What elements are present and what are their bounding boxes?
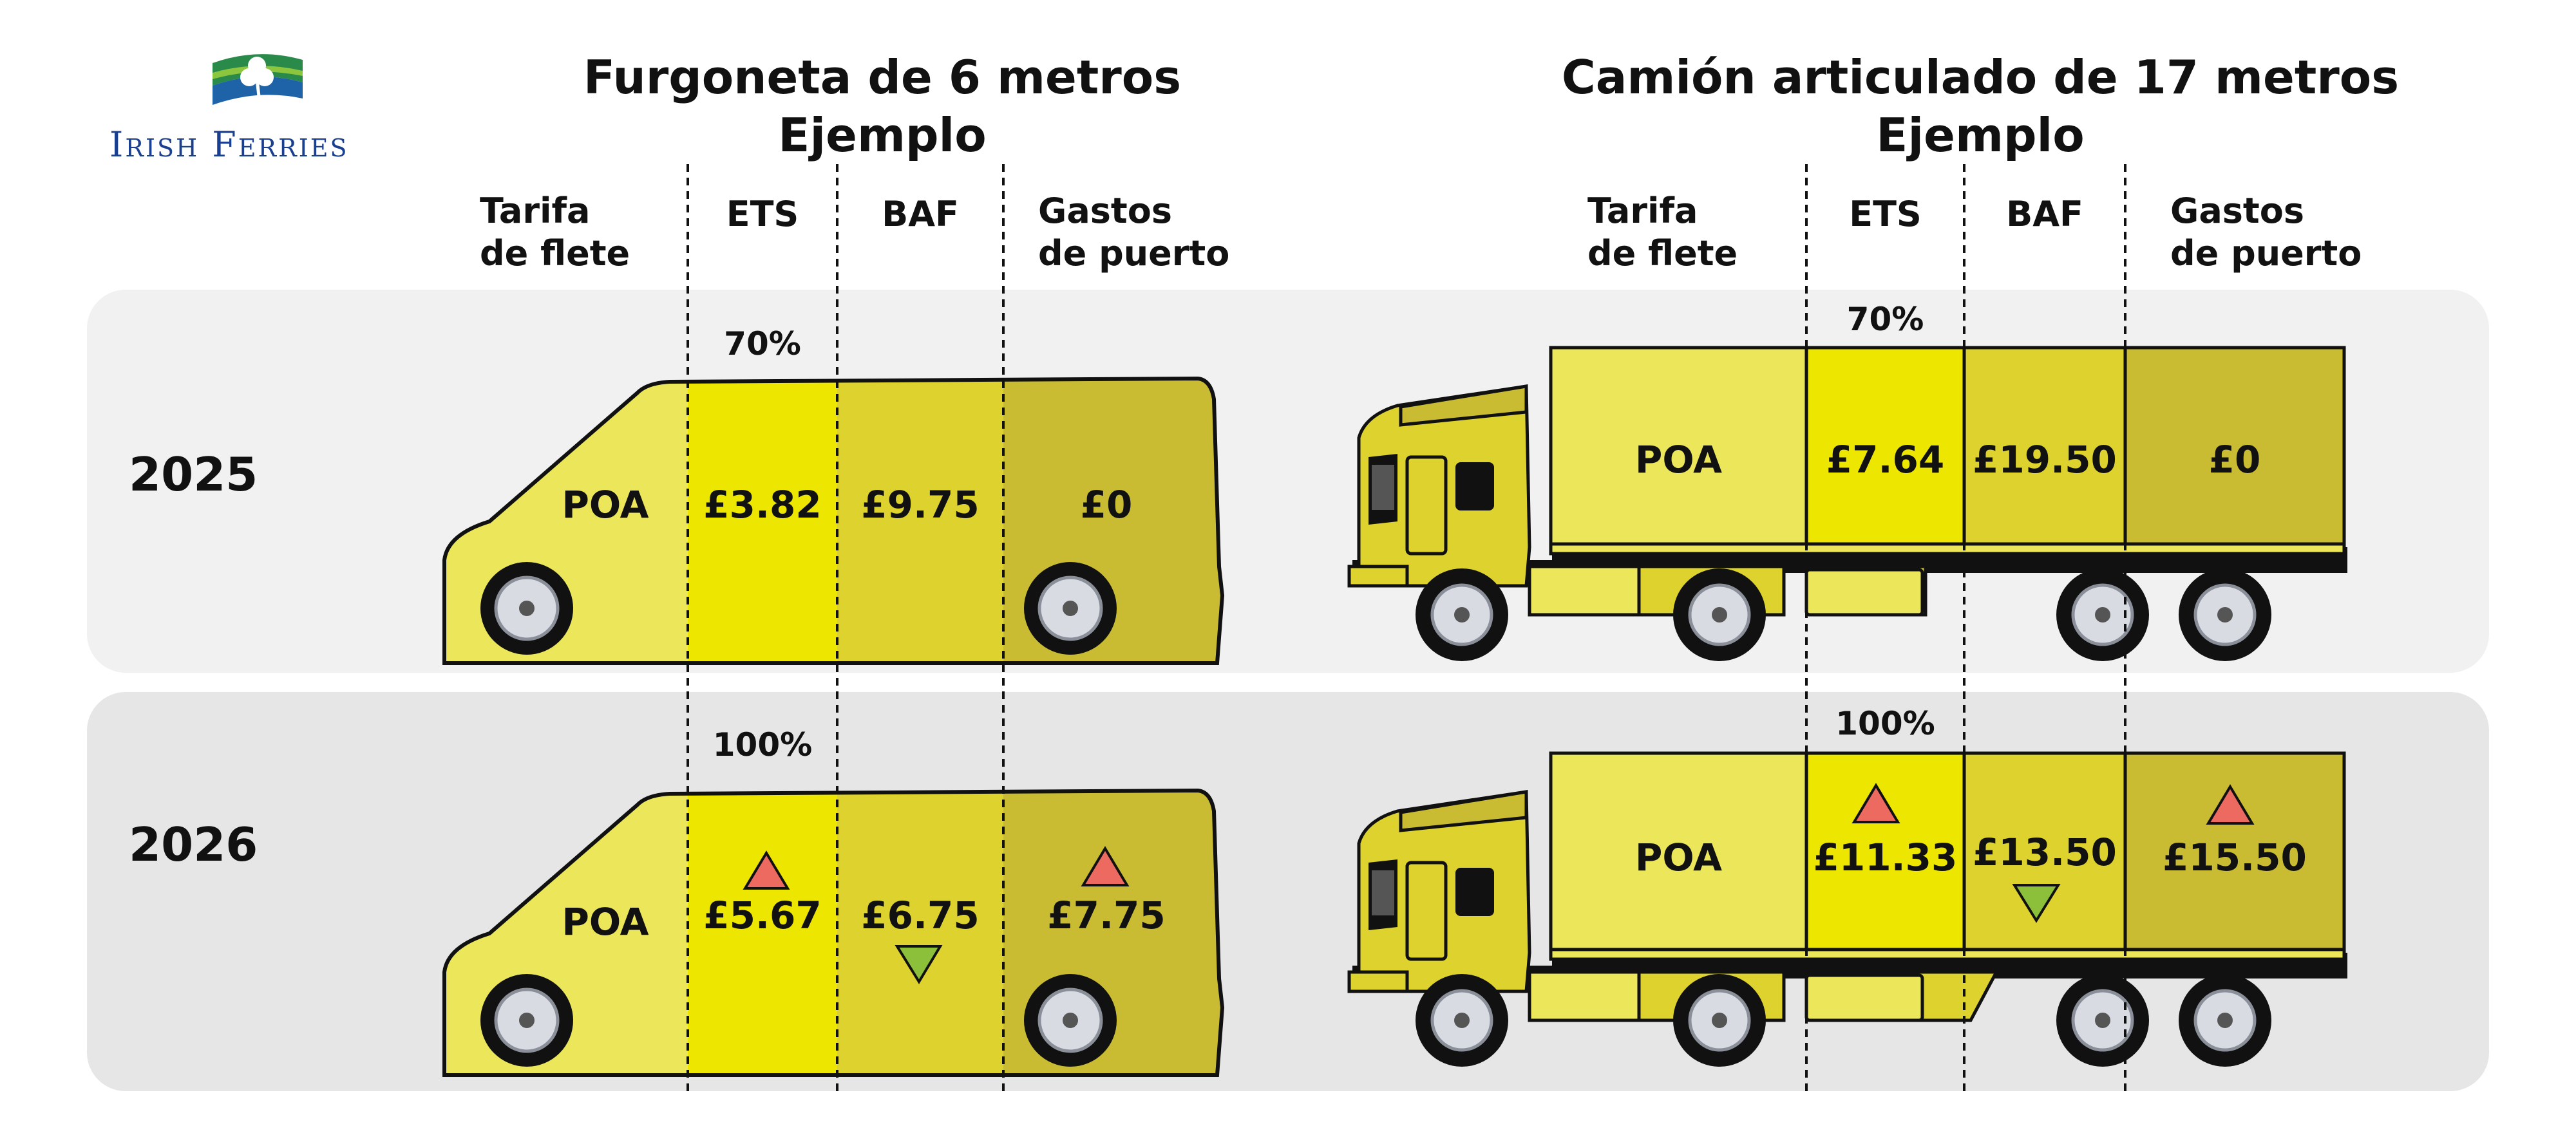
column-dividers [687, 164, 2126, 1094]
truck-baf-down-icon [2012, 884, 2061, 923]
van-2026-ets: £5.67 [703, 894, 822, 937]
van-2025-ets: £3.82 [703, 483, 822, 527]
van-2026-baf: £6.75 [861, 894, 980, 937]
truck-subtitle: Ejemplo [1876, 108, 2085, 162]
brand-name: Irish Ferries [109, 124, 349, 165]
truck-2026-freight: POA [1634, 836, 1723, 879]
truck-title: Camión articulado de 17 metros [1561, 50, 2400, 104]
van-2025 [442, 376, 1225, 665]
truck-port-up-icon [2206, 784, 2255, 825]
van-col-freight-line2: de flete [480, 233, 630, 274]
van-ets-up-icon [743, 850, 790, 890]
van-port-up-icon [1081, 846, 1130, 886]
van-2025-freight: POA [562, 483, 649, 527]
irish-ferries-logo: Irish Ferries [109, 44, 399, 173]
van-baf-down-icon [895, 945, 943, 984]
truck-ets-up-icon [1852, 783, 1900, 823]
truck-2025 [1347, 346, 2347, 661]
van-ets-pct-2026: 100% [712, 726, 813, 763]
van-col-freight-line1: Tarifa [480, 191, 591, 231]
truck-col-ets: ETS [1849, 194, 1922, 234]
truck-2026-ets: £11.33 [1813, 836, 1958, 879]
van-col-port-line2: de puerto [1038, 233, 1230, 274]
year-2025: 2025 [129, 447, 258, 501]
van-2025-baf: £9.75 [861, 483, 980, 527]
van-title: Furgoneta de 6 metros [583, 50, 1182, 104]
truck-ets-pct-2025: 70% [1846, 301, 1924, 338]
van-2025-port: £0 [1080, 483, 1133, 527]
shamrock-flag-icon [213, 54, 303, 105]
van-2026-freight: POA [562, 900, 649, 944]
truck-2025-port: £0 [2208, 438, 2261, 482]
year-2026: 2026 [129, 818, 258, 872]
truck-2025-baf: £19.50 [1973, 438, 2117, 482]
van-2026-port: £7.75 [1047, 894, 1166, 937]
truck-2026-port: £15.50 [2163, 836, 2307, 879]
van-subtitle: Ejemplo [778, 108, 987, 162]
truck-col-freight-line1: Tarifa [1587, 191, 1698, 231]
truck-col-baf: BAF [2006, 194, 2083, 234]
truck-2025-freight: POA [1634, 438, 1723, 482]
van-col-port-line1: Gastos [1038, 191, 1172, 231]
truck-col-freight-line2: de flete [1587, 233, 1738, 274]
van-ets-pct-2025: 70% [724, 325, 801, 362]
truck-2025-ets: £7.64 [1826, 438, 1945, 482]
truck-2026 [1347, 751, 2347, 1067]
van-col-ets: ETS [726, 194, 799, 234]
truck-col-port-line1: Gastos [2170, 191, 2304, 231]
truck-ets-pct-2026: 100% [1835, 705, 1935, 742]
truck-col-port-line2: de puerto [2170, 233, 2362, 274]
van-col-baf: BAF [882, 194, 959, 234]
truck-2026-baf: £13.50 [1973, 830, 2117, 874]
